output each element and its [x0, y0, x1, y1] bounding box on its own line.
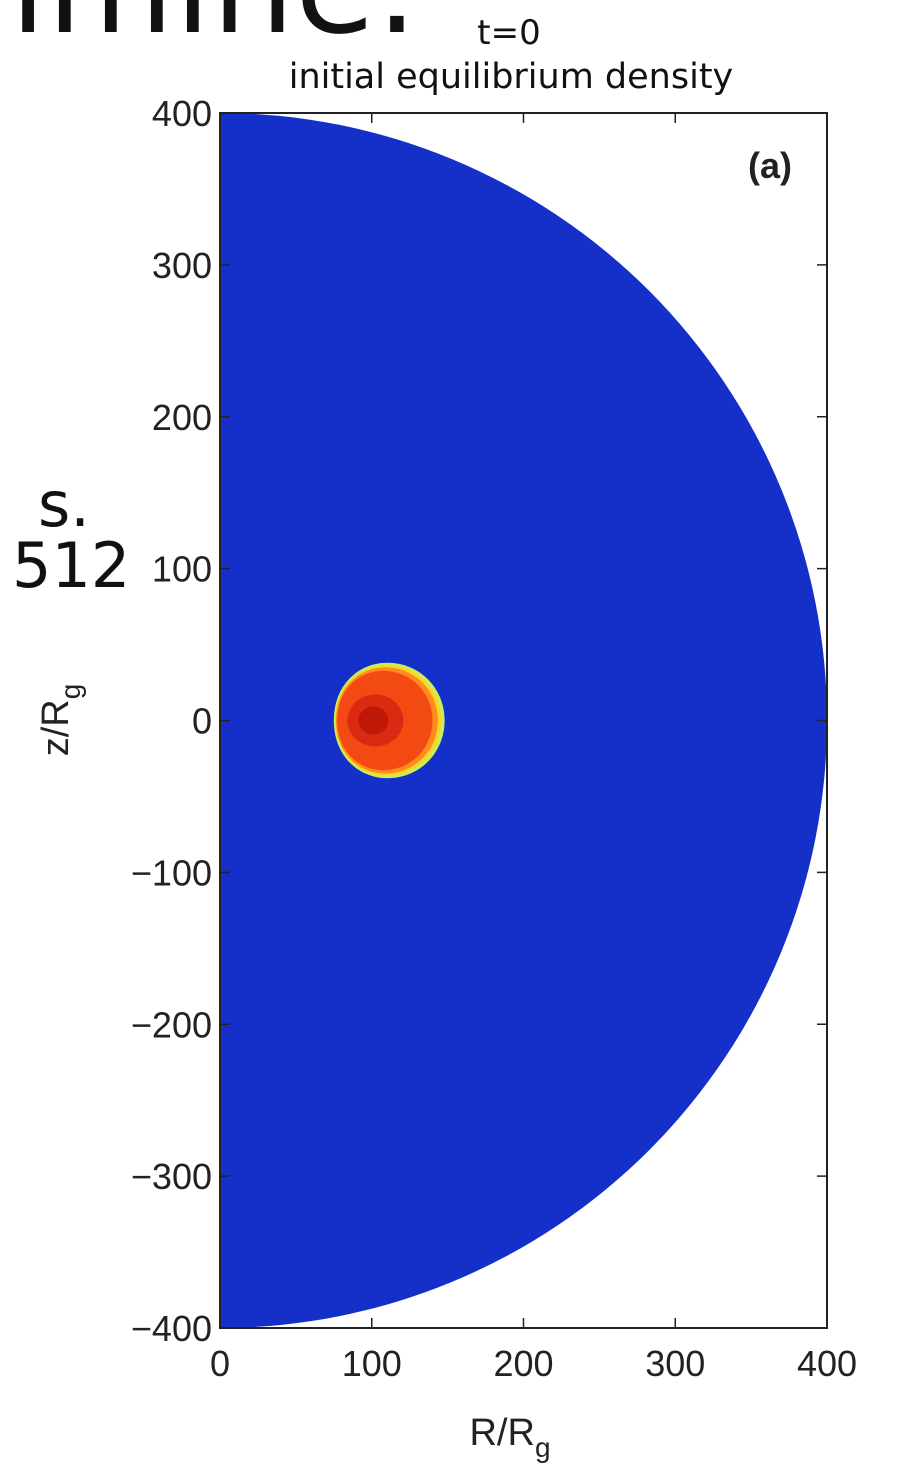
chart-title: t=0: [477, 13, 540, 53]
y-tick-label: −200: [131, 1004, 212, 1045]
y-tick-labels: 400 300 200 100 0 −100 −200 −300 −400: [131, 93, 212, 1349]
y-axis-label-subscript: g: [55, 684, 86, 700]
y-tick-label: −300: [131, 1156, 212, 1197]
y-tick-label: 200: [152, 397, 212, 438]
y-tick-label: 100: [152, 549, 212, 590]
chart-subtitle: initial equilibrium density: [289, 57, 734, 97]
x-tick-label: 100: [342, 1343, 402, 1384]
y-axis-label: z/Rg: [35, 684, 86, 757]
y-tick-label: −100: [131, 852, 212, 893]
panel-label: (a): [748, 145, 792, 186]
slide-text-fragment-2: 512: [12, 529, 131, 602]
y-tick-label: −400: [131, 1308, 212, 1349]
x-axis-label-main: R/R: [469, 1412, 534, 1454]
x-tick-label: 300: [645, 1343, 705, 1384]
x-axis-label-subscript: g: [535, 1432, 551, 1463]
simulation-domain: [220, 113, 827, 1328]
slide-text-fragment-1: s.: [38, 468, 91, 541]
y-tick-label: 400: [152, 93, 212, 134]
y-axis-label-main: z/R: [35, 699, 77, 756]
x-tick-label: 200: [493, 1343, 553, 1384]
y-tick-label: 0: [192, 701, 212, 742]
x-tick-labels: 0 100 200 300 400: [210, 1343, 857, 1384]
slide-title-fragment: imine.: [10, 0, 419, 52]
torus-density: [333, 662, 445, 779]
x-tick-label: 0: [210, 1343, 230, 1384]
x-tick-label: 400: [797, 1343, 857, 1384]
torus-peak-contour: [358, 706, 389, 735]
x-axis-label: R/Rg: [469, 1412, 550, 1463]
y-tick-label: 300: [152, 245, 212, 286]
axis-ticks: [219, 112, 828, 1329]
